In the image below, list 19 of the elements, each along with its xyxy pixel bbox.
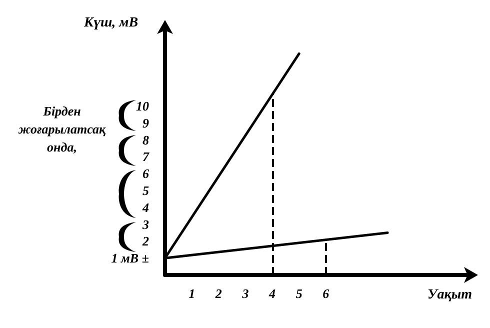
y-tick-label: 1 мВ ± bbox=[111, 250, 149, 266]
y-tick-label: 5 bbox=[142, 183, 150, 198]
x-axis-title: Уақыт bbox=[428, 288, 472, 302]
x-tick-label: 2 bbox=[214, 286, 222, 301]
y-tick-label: 2 bbox=[142, 234, 150, 249]
text: Бірден жоғарылатсақ онда, bbox=[18, 104, 106, 154]
y-axis-title: Күш, мВ bbox=[83, 16, 138, 30]
y-tick-label: 9 bbox=[142, 115, 150, 130]
x-tick-label: 3 bbox=[241, 286, 250, 301]
y-tick-label: 7 bbox=[142, 149, 150, 164]
y-tick-label: 6 bbox=[142, 166, 150, 182]
y-tick-label: 8 bbox=[142, 132, 150, 148]
y-tick-label: 4 bbox=[142, 200, 150, 215]
x-tick-label: 6 bbox=[322, 286, 330, 301]
y-tick-label: 3 bbox=[142, 216, 150, 232]
x-tick-label: 4 bbox=[268, 286, 276, 301]
y-tick-label: 10 bbox=[136, 98, 150, 114]
x-tick-label: 5 bbox=[296, 286, 303, 301]
x-tick-label: 1 bbox=[188, 286, 196, 301]
